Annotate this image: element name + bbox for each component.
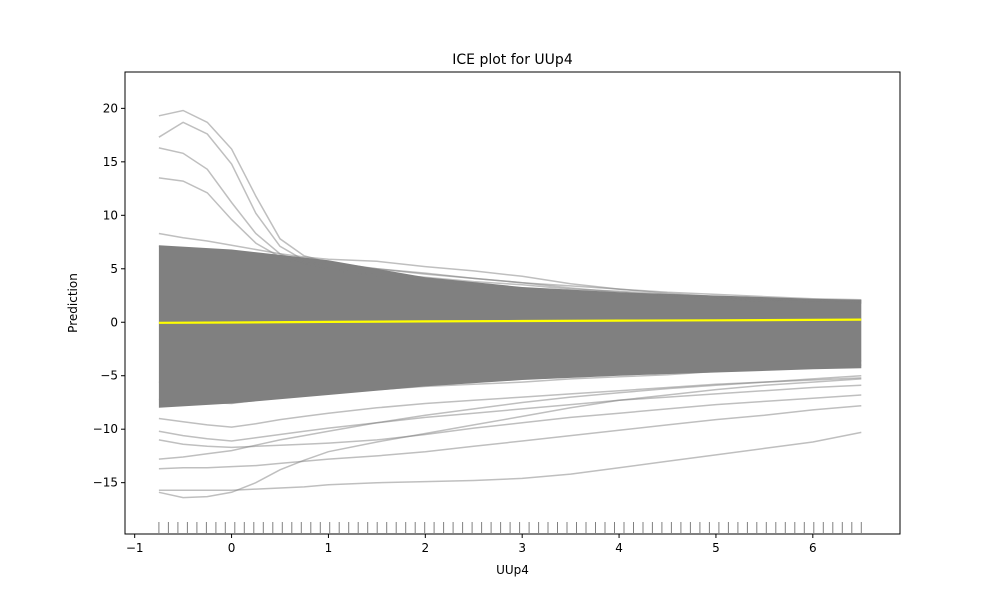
chart-title: ICE plot for UUp4 — [452, 52, 573, 68]
y-tick-label: 5 — [110, 262, 118, 276]
y-tick-label: −15 — [93, 476, 118, 490]
ice-line-11 — [158, 394, 862, 449]
x-tick-label: 2 — [421, 541, 429, 555]
ice-line-6 — [158, 245, 862, 304]
ice-lines — [158, 109, 862, 499]
x-tick-label: −1 — [126, 541, 144, 555]
y-axis-title: Prediction — [66, 273, 80, 333]
y-tick-label: 0 — [110, 315, 118, 329]
x-axis: −1 0 1 2 3 4 5 6 — [126, 534, 817, 555]
ice-band — [158, 245, 862, 408]
ice-line-14 — [158, 378, 862, 499]
x-tick-label: 5 — [712, 541, 720, 555]
average-line-layer — [158, 318, 862, 324]
x-tick-label: 0 — [228, 541, 236, 555]
ice-line-15 — [158, 374, 862, 460]
plot-frame — [124, 71, 901, 535]
average-line — [158, 318, 862, 324]
ice-line-13 — [158, 431, 862, 491]
ice-line-10 — [158, 384, 862, 442]
y-tick-label: −5 — [100, 369, 118, 383]
ice-line-12 — [158, 404, 862, 470]
x-tick-label: 1 — [325, 541, 333, 555]
y-tick-label: 20 — [103, 101, 118, 115]
ice-band-area — [158, 245, 862, 408]
x-tick-label: 3 — [518, 541, 526, 555]
x-axis-title: UUp4 — [496, 563, 529, 577]
ice-line-9 — [158, 377, 862, 428]
ice-line-5 — [158, 232, 862, 302]
y-tick-label: 15 — [103, 155, 118, 169]
ice-line-8 — [158, 364, 862, 405]
ice-line-7 — [158, 360, 862, 387]
y-tick-label: 10 — [103, 208, 118, 222]
y-tick-label: −10 — [93, 422, 118, 436]
ice-line-1 — [158, 109, 862, 301]
ice-line-3 — [158, 147, 862, 303]
x-tick-label: 6 — [809, 541, 817, 555]
x-tick-label: 4 — [615, 541, 623, 555]
y-axis: −15 −10 −5 0 5 10 15 20 — [93, 101, 125, 490]
rug-layer — [158, 522, 862, 533]
